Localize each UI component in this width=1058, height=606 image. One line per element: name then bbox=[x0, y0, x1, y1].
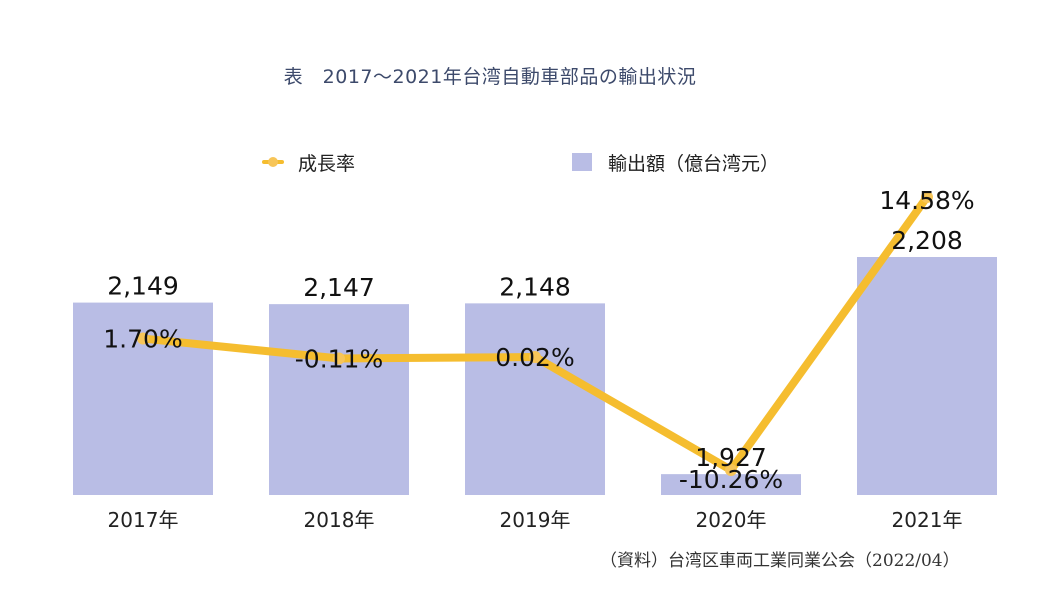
bar-2019年 bbox=[465, 303, 605, 495]
bar-2018年 bbox=[269, 304, 409, 495]
x-tick-label: 2021年 bbox=[892, 508, 963, 532]
growth-rate-label: -10.26% bbox=[679, 465, 783, 494]
bar-2021年 bbox=[857, 257, 997, 495]
x-tick-label: 2020年 bbox=[696, 508, 767, 532]
legend-label-growth-rate: 成長率 bbox=[298, 152, 356, 175]
growth-rate-point-2017年 bbox=[137, 332, 149, 345]
growth-rate-point-2021年 bbox=[921, 191, 933, 203]
bar-2020年 bbox=[661, 474, 801, 495]
x-tick-label: 2019年 bbox=[500, 508, 571, 532]
legend-item-export-value: 輸出額（億台湾元） bbox=[572, 148, 779, 176]
bar-value-label: 2,148 bbox=[499, 272, 571, 301]
legend-item-growth-rate: 成長率 bbox=[262, 148, 355, 176]
growth-rate-label: -0.11% bbox=[295, 344, 383, 373]
x-tick-label: 2018年 bbox=[304, 508, 375, 532]
legend-line-marker-icon bbox=[262, 155, 284, 169]
growth-rate-point-2019年 bbox=[529, 351, 541, 364]
x-tick-label: 2017年 bbox=[108, 508, 179, 532]
growth-rate-label: 14.58% bbox=[879, 186, 974, 215]
legend-label-export-value: 輸出額（億台湾元） bbox=[608, 152, 780, 175]
legend-bar-swatch-icon bbox=[572, 153, 592, 171]
growth-rate-point-2018年 bbox=[333, 352, 345, 365]
bar-value-label: 2,208 bbox=[891, 226, 963, 255]
bar-value-label: 1,927 bbox=[695, 443, 767, 472]
chart-title: 表 2017～2021年台湾自動車部品の輸出状況 bbox=[283, 66, 697, 88]
source-note: （資料）台湾区車両工業同業公会（2022/04） bbox=[600, 551, 960, 571]
growth-rate-label: 1.70% bbox=[103, 325, 182, 354]
bar-value-label: 2,147 bbox=[303, 273, 375, 302]
bar-value-label: 2,149 bbox=[107, 272, 179, 301]
growth-rate-label: 0.02% bbox=[495, 343, 574, 372]
growth-rate-point-2020年 bbox=[725, 464, 737, 476]
